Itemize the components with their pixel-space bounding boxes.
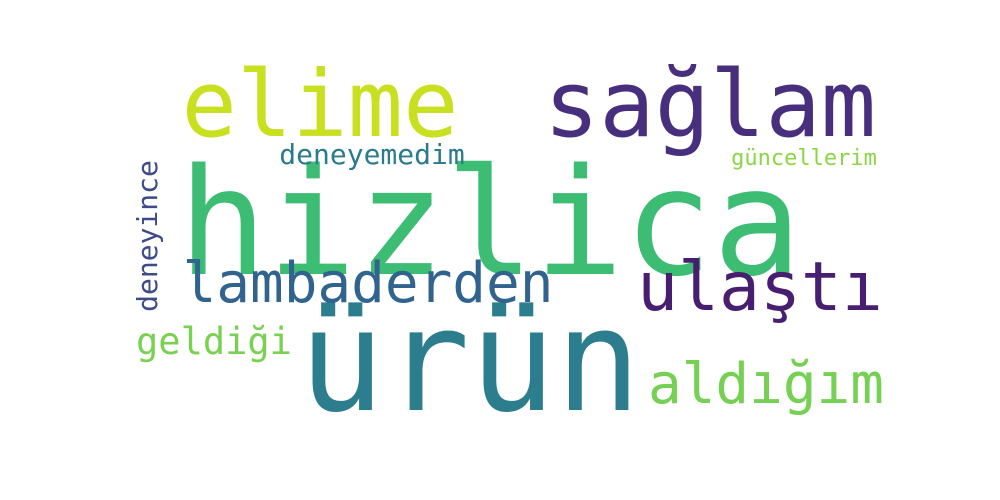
word-saglam: sağlam	[544, 51, 876, 158]
word-lambaderden: lambaderden	[183, 251, 554, 316]
word-urun: ürün	[299, 279, 641, 444]
word-geldigi: geldiği	[136, 320, 292, 363]
word-guncellerim: güncellerim	[731, 146, 877, 171]
word-elime: elime	[182, 51, 459, 158]
word-deneyince: deneyince	[131, 160, 164, 312]
word-ulasti: ulaştı	[637, 248, 883, 327]
word-aldigim: aldığım	[648, 352, 884, 417]
word-deneyemedim: deneyemedim	[279, 138, 464, 171]
word-hizlica: hizlica	[178, 137, 802, 309]
